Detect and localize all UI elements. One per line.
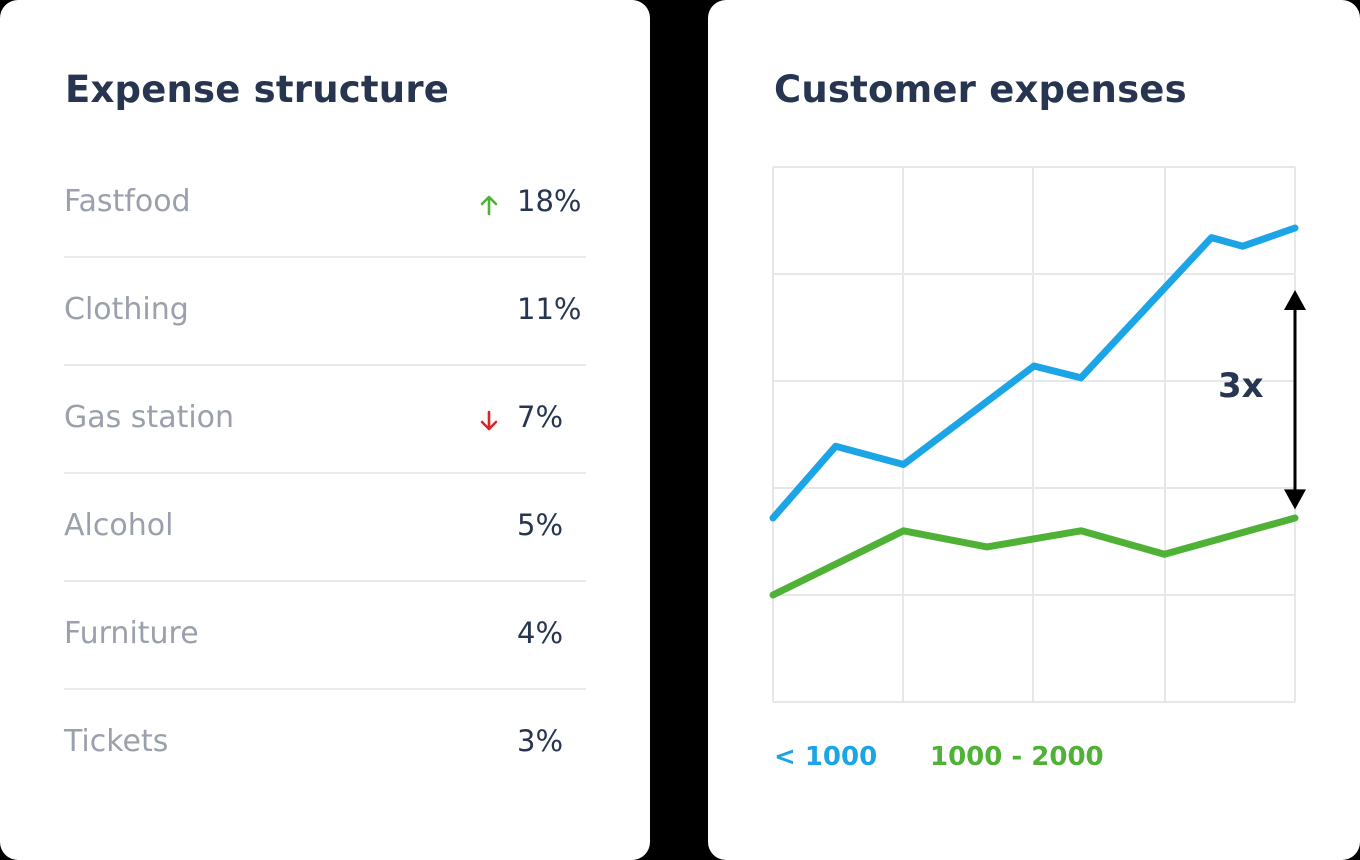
ratio-arrow-head-up bbox=[1284, 290, 1306, 311]
arrow-down-icon bbox=[480, 410, 498, 431]
ratio-annotation-label: 3x bbox=[1218, 366, 1264, 406]
expense-structure-title: Expense structure bbox=[65, 68, 450, 111]
expense-name: Clothing bbox=[64, 292, 189, 327]
legend-item-series-a: < 1000 bbox=[774, 742, 878, 772]
expense-name: Furniture bbox=[64, 616, 199, 651]
expense-value: 7% bbox=[517, 400, 564, 434]
arrow-up-icon bbox=[480, 195, 498, 216]
expense-row: Clothing 11% bbox=[64, 258, 586, 366]
customer-expenses-chart bbox=[769, 166, 1306, 703]
legend-item-series-b: 1000 - 2000 bbox=[930, 742, 1104, 772]
expense-value: 4% bbox=[517, 616, 564, 650]
expense-list: Fastfood 18% Clothing 11% Gas station 7% Alcoh… bbox=[64, 150, 586, 798]
series-line-a bbox=[769, 224, 1299, 522]
expense-row: Furniture 4% bbox=[64, 582, 586, 690]
expense-value: 5% bbox=[517, 508, 564, 542]
expense-row: Tickets 3% bbox=[64, 690, 586, 798]
expense-name: Fastfood bbox=[64, 184, 191, 219]
series-line-b bbox=[769, 514, 1299, 599]
expense-structure-card: Expense structure Fastfood 18% Clothing 11%… bbox=[0, 0, 650, 860]
expense-row: Gas station 7% bbox=[64, 366, 586, 474]
expense-name: Gas station bbox=[64, 400, 235, 435]
expense-value: 11% bbox=[517, 292, 582, 326]
expense-name: Alcohol bbox=[64, 508, 174, 543]
expense-value: 18% bbox=[517, 184, 582, 218]
customer-expenses-title: Customer expenses bbox=[774, 68, 1187, 111]
expense-row: Alcohol 5% bbox=[64, 474, 586, 582]
expense-name: Tickets bbox=[64, 724, 169, 759]
expense-value: 3% bbox=[517, 724, 564, 758]
customer-expenses-card: Customer expenses 3x < 1000 1000 - 2000 bbox=[708, 0, 1360, 860]
ratio-arrow-head-down bbox=[1284, 489, 1306, 510]
expense-row: Fastfood 18% bbox=[64, 150, 586, 258]
